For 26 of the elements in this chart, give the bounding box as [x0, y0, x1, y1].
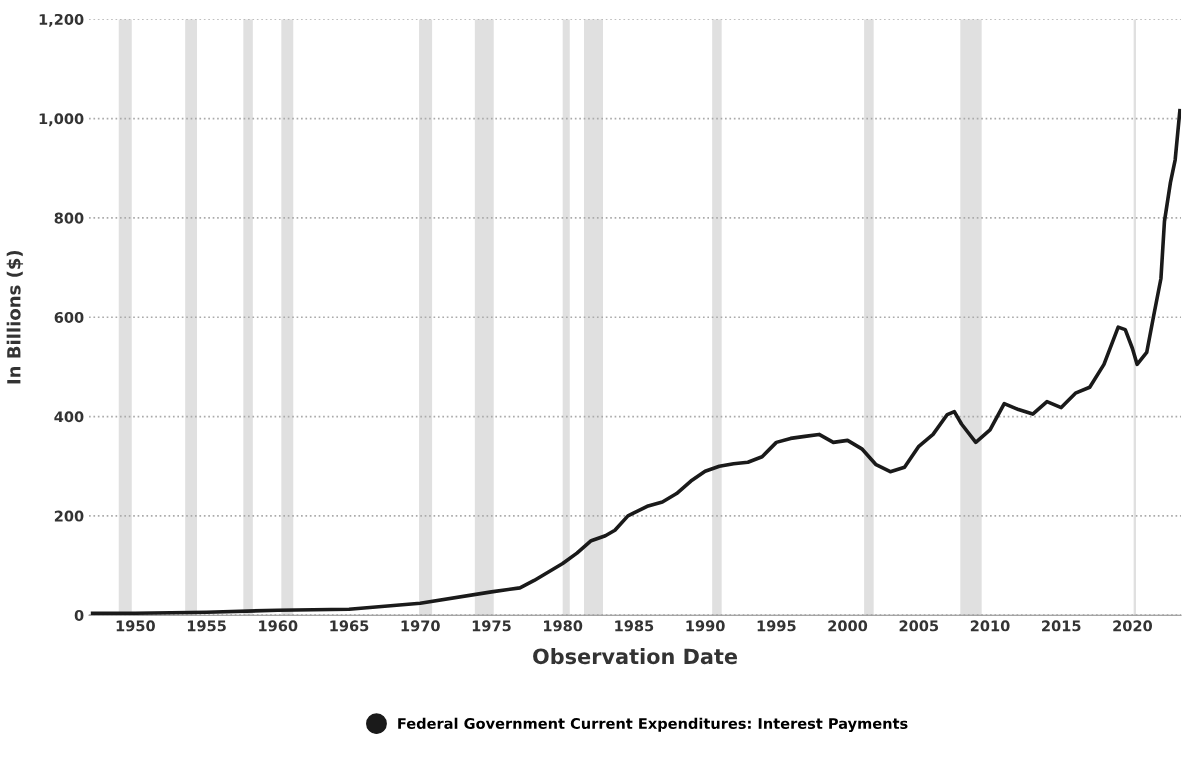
x-tick-label: 1950: [116, 620, 155, 632]
x-tick-label: 2015: [1042, 620, 1081, 632]
y-tick-label: 400: [54, 411, 84, 423]
x-tick-label: 1985: [615, 620, 654, 632]
x-tick-label: 2020: [1113, 620, 1153, 632]
x-axis-title: Observation Date: [533, 648, 738, 665]
x-tick-label: 1995: [757, 620, 796, 632]
x-tick-label: 2005: [899, 620, 939, 632]
y-tick-label: 600: [54, 311, 84, 323]
x-tick-label: 2000: [828, 620, 868, 632]
x-tick-label: 1975: [472, 620, 511, 632]
legend-label: Federal Government Current Expenditures: Interest Payments: [398, 717, 908, 732]
x-tick-label: 1990: [686, 620, 725, 632]
y-tick-label: 1,200: [39, 13, 84, 27]
x-tick-label: 2010: [970, 620, 1010, 632]
x-tick-label: 1960: [259, 620, 298, 632]
x-tick-label: 1970: [401, 620, 440, 632]
y-axis-title: In Billions ($): [6, 250, 24, 384]
y-tick-label: 1,000: [39, 113, 84, 127]
x-tick-label: 1965: [330, 620, 369, 632]
x-tick-label: 1980: [544, 620, 583, 632]
x-tick-label: 1955: [187, 620, 226, 632]
y-tick-label: 0: [74, 609, 84, 621]
y-tick-label: 800: [54, 212, 84, 224]
line-series: [90, 108, 1182, 616]
y-tick-label: 200: [54, 510, 84, 522]
